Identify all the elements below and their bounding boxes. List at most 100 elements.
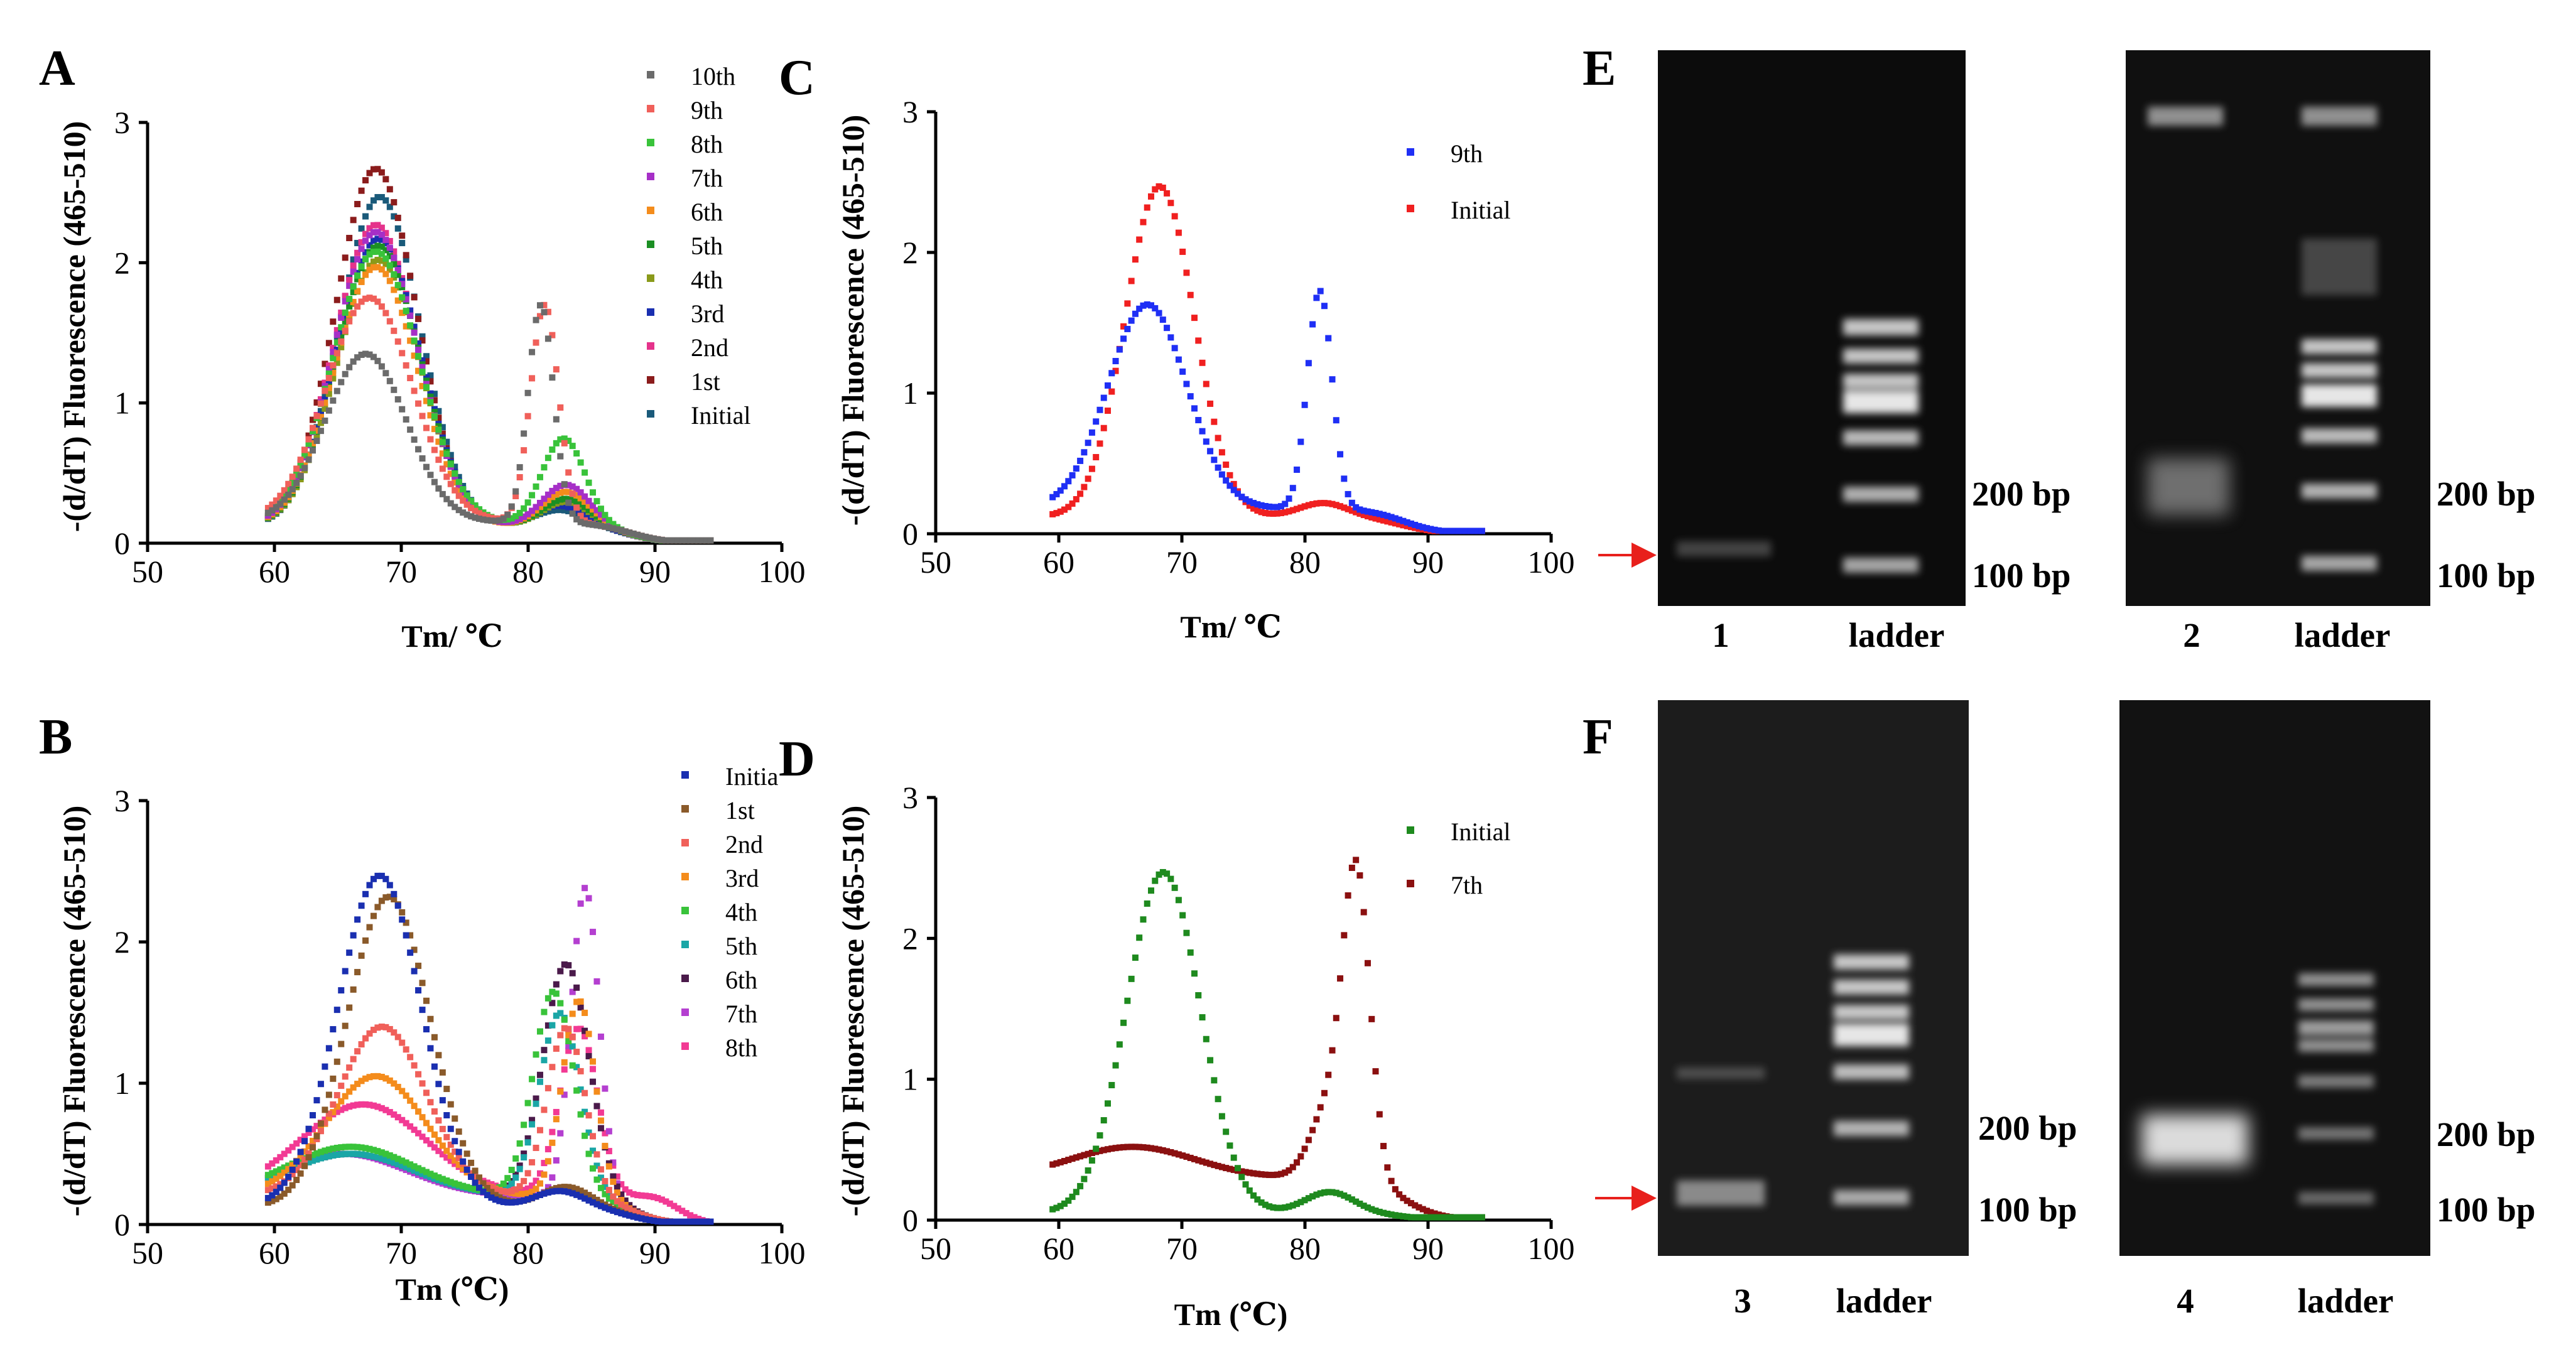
- data-point: [1415, 522, 1422, 529]
- data-point: [1305, 1195, 1312, 1202]
- data-point: [435, 1174, 442, 1181]
- data-point: [330, 355, 337, 362]
- data-point: [325, 375, 332, 382]
- data-point: [569, 1062, 576, 1069]
- data-point: [394, 214, 401, 221]
- data-point: [382, 240, 389, 247]
- data-point: [569, 1010, 576, 1017]
- data-point: [561, 481, 568, 488]
- data-point: [1289, 1164, 1296, 1170]
- data-point: [289, 1182, 296, 1189]
- data-point: [516, 509, 523, 516]
- data-point: [1199, 1158, 1206, 1165]
- data-point: [325, 370, 332, 377]
- data-point: [529, 492, 536, 499]
- data-point: [317, 419, 324, 426]
- data-point: [455, 492, 462, 499]
- data-point: [549, 1064, 556, 1071]
- data-point: [544, 1022, 551, 1029]
- data-point: [512, 1155, 519, 1162]
- data-point: [431, 391, 438, 397]
- data-point: [602, 1130, 609, 1137]
- data-point: [1400, 1194, 1407, 1201]
- data-point: [549, 487, 556, 494]
- data-point: [565, 1184, 572, 1191]
- data-point: [1333, 1189, 1339, 1196]
- data-point: [626, 1202, 633, 1209]
- data-point: [577, 998, 584, 1005]
- data-point: [642, 1216, 649, 1223]
- data-point: [569, 970, 576, 976]
- data-point: [1061, 483, 1068, 490]
- data-point: [370, 1073, 377, 1079]
- data-point: [1053, 490, 1060, 497]
- data-point: [443, 450, 450, 457]
- data-point: [597, 1166, 604, 1173]
- data-point: [492, 1196, 499, 1203]
- data-point: [590, 516, 597, 523]
- data-point: [378, 363, 385, 370]
- data-point: [1120, 335, 1127, 342]
- data-point: [460, 1182, 467, 1189]
- legend-label: Initial: [691, 401, 751, 430]
- data-point: [605, 1163, 612, 1170]
- data-point: [354, 1081, 361, 1088]
- data-point: [1325, 500, 1332, 507]
- data-point: [435, 1117, 442, 1124]
- data-point: [1443, 527, 1450, 534]
- data-point: [391, 1029, 398, 1036]
- data-point: [354, 1048, 361, 1055]
- data-point: [399, 1088, 406, 1095]
- data-point: [524, 1190, 531, 1197]
- legend-label: 4th: [725, 898, 757, 926]
- data-point: [602, 1191, 609, 1198]
- legend-swatch: [681, 941, 689, 948]
- data-point: [553, 1012, 560, 1019]
- data-point: [593, 1151, 600, 1158]
- data-point: [382, 370, 389, 377]
- data-point: [452, 1148, 458, 1155]
- data-point: [1246, 1187, 1253, 1194]
- data-point: [1250, 1170, 1257, 1177]
- data-point: [577, 1111, 584, 1118]
- data-point: [602, 1204, 609, 1211]
- data-point: [330, 1026, 337, 1033]
- data-point: [342, 1105, 349, 1111]
- panel-letter-f: F: [1583, 710, 1613, 765]
- data-point: [407, 1054, 414, 1061]
- data-point: [691, 1218, 698, 1225]
- data-point: [1329, 1047, 1336, 1054]
- data-point: [338, 338, 345, 345]
- data-point: [1242, 496, 1249, 503]
- legend-label: 2nd: [691, 333, 728, 362]
- data-point: [411, 946, 418, 953]
- data-point: [650, 1194, 657, 1201]
- data-point: [544, 491, 551, 498]
- data-point: [463, 492, 470, 499]
- data-point: [391, 1159, 398, 1166]
- x-tick-label: 100: [1528, 1231, 1575, 1266]
- data-point: [354, 916, 361, 923]
- data-point: [1179, 368, 1186, 375]
- data-point: [431, 478, 438, 485]
- data-point: [325, 407, 332, 414]
- data-point: [415, 353, 422, 360]
- data-point: [386, 266, 393, 273]
- data-point: [1266, 503, 1273, 510]
- data-point: [1435, 1214, 1442, 1221]
- data-point: [435, 1081, 442, 1088]
- data-point: [590, 506, 597, 513]
- legend-label: 5th: [691, 232, 723, 260]
- data-point: [549, 494, 556, 500]
- data-point: [382, 176, 389, 183]
- data-point: [597, 1033, 604, 1040]
- data-point: [1069, 500, 1076, 507]
- data-point: [1148, 1145, 1154, 1152]
- data-point: [674, 1205, 681, 1212]
- data-point: [1285, 508, 1292, 515]
- data-point: [561, 1025, 568, 1032]
- data-point: [590, 1066, 597, 1073]
- data-point: [472, 1186, 479, 1192]
- data-point: [431, 1108, 438, 1115]
- data-point: [529, 1159, 536, 1165]
